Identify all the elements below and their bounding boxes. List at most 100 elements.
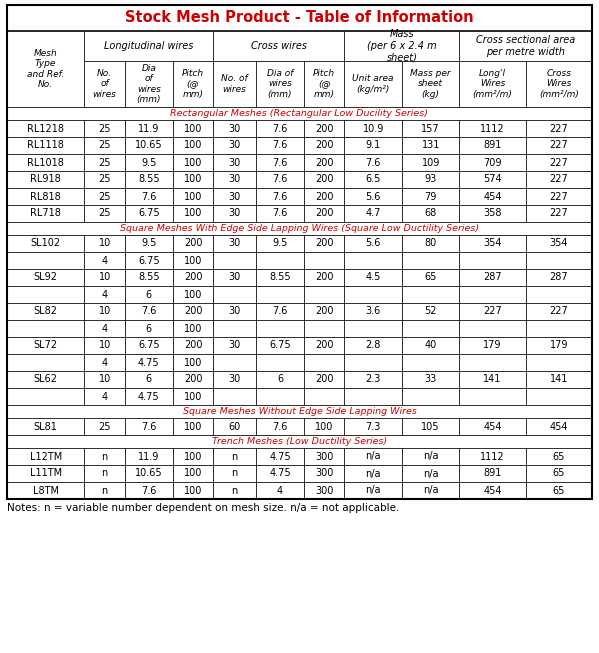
Text: 100: 100 [184,421,202,432]
Bar [256,120,304,137]
Bar [7,235,84,252]
Text: 4.75: 4.75 [269,468,291,479]
Text: 4: 4 [277,485,283,496]
Bar [256,303,304,320]
Bar [173,448,213,465]
Bar [304,303,344,320]
Text: 200: 200 [315,208,334,219]
Text: 709: 709 [483,157,502,168]
Text: SL102: SL102 [31,238,60,249]
Text: 100: 100 [184,289,202,300]
Bar [256,482,304,499]
Text: 52: 52 [425,306,437,317]
Text: 131: 131 [422,140,440,150]
Bar [84,448,125,465]
Text: 300: 300 [315,451,334,462]
Text: 287: 287 [549,272,568,283]
Bar [213,286,256,303]
Bar [344,371,402,388]
Text: 7.6: 7.6 [273,191,288,202]
Bar [7,482,84,499]
Bar [213,252,256,269]
Text: 227: 227 [549,157,568,168]
Bar [213,137,256,154]
Text: n/a: n/a [365,485,381,496]
Text: 4.5: 4.5 [365,272,381,283]
Bar [173,154,213,171]
Bar [256,252,304,269]
Bar [7,320,84,337]
Text: 25: 25 [98,174,111,185]
Bar [526,371,592,388]
Text: 93: 93 [425,174,437,185]
Text: 100: 100 [184,191,202,202]
Text: 454: 454 [483,485,502,496]
Text: 4.7: 4.7 [365,208,381,219]
Text: 2.8: 2.8 [365,340,381,351]
Bar [344,31,459,61]
Bar [402,418,459,435]
Bar [7,371,84,388]
Text: No.
of
wires: No. of wires [93,69,117,99]
Text: 10.65: 10.65 [135,468,163,479]
Bar [344,354,402,371]
Text: 100: 100 [184,123,202,133]
Bar [459,286,526,303]
Text: 10: 10 [98,238,111,249]
Bar [344,482,402,499]
Bar [344,418,402,435]
Bar [304,418,344,435]
Bar [526,188,592,205]
Text: 100: 100 [184,357,202,368]
Bar [402,303,459,320]
Text: 200: 200 [315,306,334,317]
Bar [459,252,526,269]
Bar [459,171,526,188]
Bar [213,269,256,286]
Text: 6.75: 6.75 [269,340,291,351]
Text: 200: 200 [184,306,202,317]
Bar [7,286,84,303]
Bar [402,286,459,303]
Text: 227: 227 [483,306,502,317]
Bar [344,269,402,286]
Bar [304,371,344,388]
Bar [7,435,592,448]
Text: 10.9: 10.9 [362,123,384,133]
Text: 5.6: 5.6 [365,191,381,202]
Bar [304,269,344,286]
Bar [304,354,344,371]
Bar [526,61,592,107]
Text: Trench Meshes (Low Ductility Series): Trench Meshes (Low Ductility Series) [212,437,387,446]
Bar [173,235,213,252]
Bar [173,418,213,435]
Text: 4: 4 [102,289,108,300]
Text: 2.3: 2.3 [365,375,381,385]
Bar [173,371,213,388]
Text: 7.6: 7.6 [273,157,288,168]
Bar [459,31,592,61]
Bar [459,482,526,499]
Text: 354: 354 [483,238,502,249]
Bar [256,137,304,154]
Text: 25: 25 [98,123,111,133]
Bar [256,61,304,107]
Bar [304,286,344,303]
Bar [344,61,402,107]
Bar [344,465,402,482]
Text: 30: 30 [229,140,241,150]
Text: n/a: n/a [423,468,438,479]
Text: 60: 60 [229,421,241,432]
Bar [526,418,592,435]
Bar [304,235,344,252]
Bar [213,188,256,205]
Text: Cross
Wires
(mm²/m): Cross Wires (mm²/m) [539,69,579,99]
Bar [7,171,84,188]
Text: 30: 30 [229,208,241,219]
Bar [526,205,592,222]
Bar [7,418,84,435]
Bar [84,188,125,205]
Text: 6: 6 [146,375,152,385]
Bar [256,171,304,188]
Text: Cross wires: Cross wires [251,41,307,51]
